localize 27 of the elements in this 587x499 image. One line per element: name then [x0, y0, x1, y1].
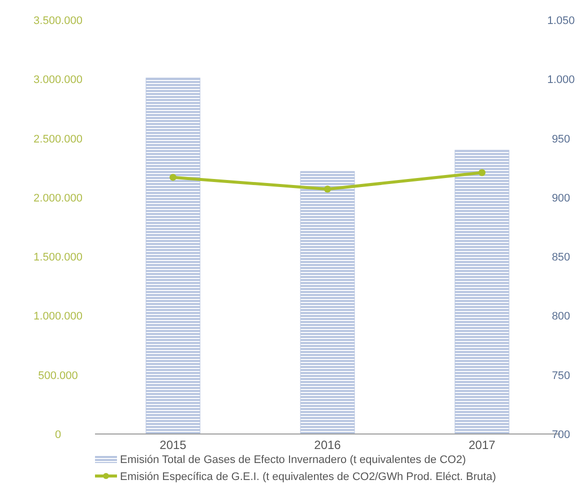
- y-tick-label: 500.000: [38, 370, 78, 382]
- y2-tick-label: 700: [552, 429, 570, 441]
- y2-tick-label: 1.050: [547, 15, 575, 27]
- bar: [146, 78, 200, 434]
- y2-tick-label: 800: [552, 310, 570, 323]
- point: [324, 186, 331, 193]
- y2-tick-label: 750: [552, 370, 570, 382]
- y-tick-label: 3.500.000: [34, 15, 82, 27]
- y2-tick-label: 850: [552, 252, 570, 264]
- y-tick-label: 2.500.000: [34, 133, 82, 146]
- y2-tick-label: 1.000: [547, 74, 575, 86]
- point: [170, 174, 177, 181]
- y-tick-label: 2.000.000: [34, 192, 82, 204]
- y2-tick-label: 900: [552, 192, 570, 204]
- y-tick-label: 1.500.000: [34, 252, 82, 264]
- y-tick-label: 0: [54, 429, 62, 441]
- y-tick-label: 1.000.000: [34, 310, 82, 323]
- legend-label: Emisión Específica de G.E.I. (t equivalentes de CO2/GWh Prod. Eléct. Bruta): [120, 471, 496, 483]
- x-tick-label: 2016: [314, 438, 342, 452]
- legend-label: Emisión Total de Gases de Efecto Invernadero (t equivalentes de CO2): [120, 454, 466, 466]
- bar: [300, 171, 355, 434]
- y-tick-label: 3.000.000: [34, 74, 82, 86]
- x-tick-label: 2015: [160, 438, 187, 452]
- y2-tick-label: 950: [552, 133, 570, 146]
- point: [478, 169, 486, 176]
- x-tick-label: 2017: [468, 438, 496, 452]
- bar: [454, 150, 510, 434]
